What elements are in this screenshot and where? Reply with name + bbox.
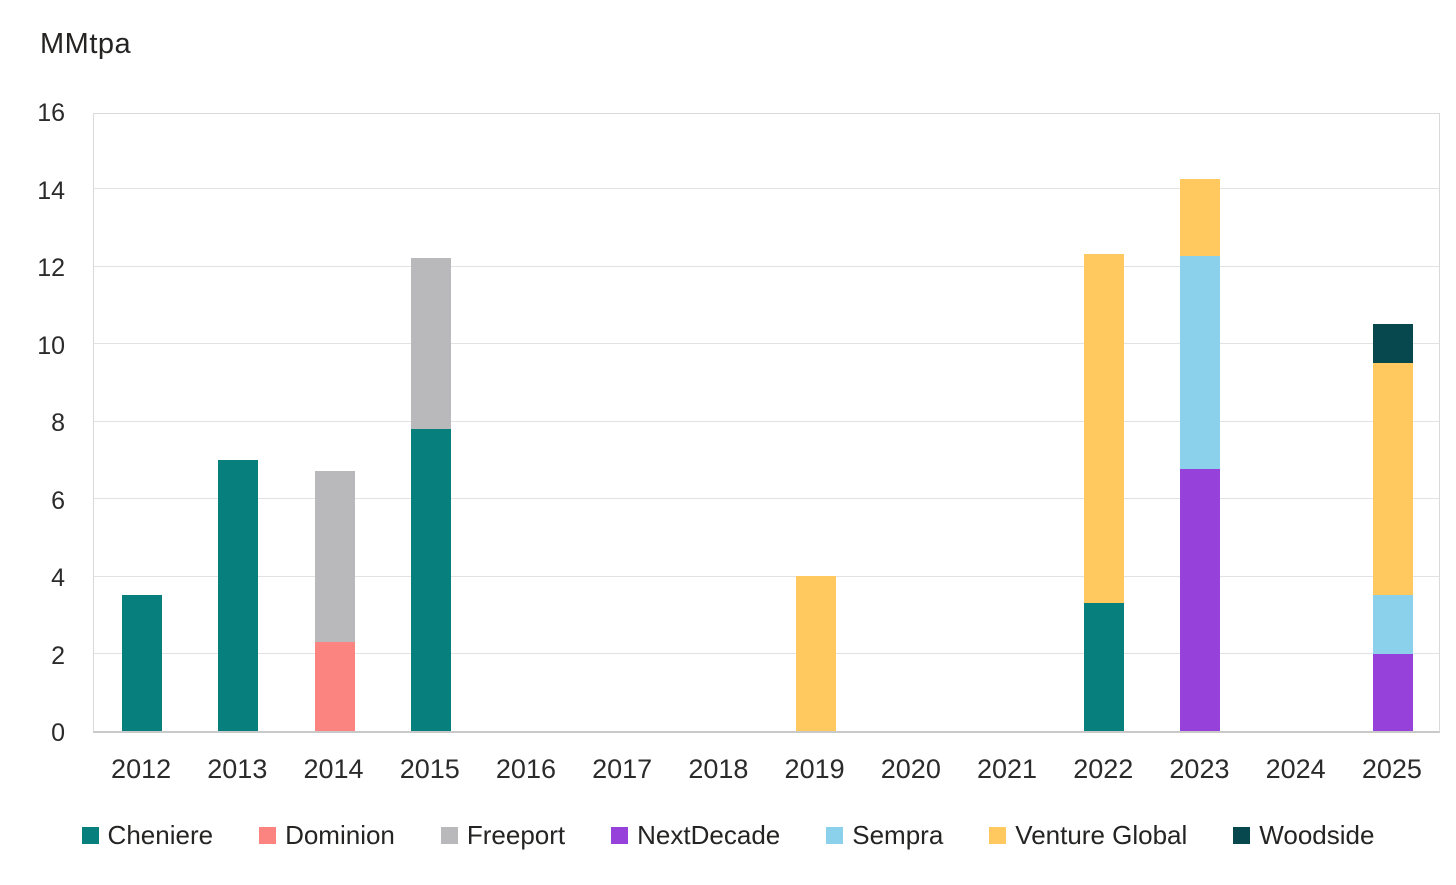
bar-segment-2022-venture-global (1084, 254, 1125, 604)
bar-2013 (218, 459, 259, 731)
x-axis-tick-label-2018: 2018 (688, 754, 749, 784)
legend-label: Woodside (1259, 820, 1375, 850)
bar-2015 (410, 258, 451, 731)
x-axis-tick-label-2017: 2017 (592, 754, 653, 784)
legend-label: Freeport (466, 820, 566, 850)
x-axis-tick-label-2013: 2013 (207, 754, 268, 784)
gridline (94, 265, 1439, 267)
plot-area (93, 113, 1440, 733)
y-axis-tick-label: 10 (37, 331, 65, 360)
legend-item-freeport: Freeport (440, 820, 566, 851)
x-axis-tick-label-2024: 2024 (1265, 754, 1326, 784)
bar-segment-2012-cheniere (122, 595, 163, 731)
x-axis-tick-label-2012: 2012 (111, 754, 172, 784)
y-axis-tick-label: 0 (51, 719, 65, 747)
legend-item-sempra: Sempra (826, 820, 943, 851)
y-axis-tick-label: 12 (37, 254, 65, 282)
legend-item-nextdecade: NextDecade (611, 820, 780, 851)
bar-segment-2025-sempra (1372, 595, 1413, 654)
gridline (94, 498, 1439, 499)
legend-swatch-icon (1233, 827, 1251, 844)
bar-2019 (795, 576, 836, 731)
bar-segment-2025-woodside (1372, 324, 1413, 363)
legend-item-dominion: Dominion (259, 820, 395, 851)
bar-segment-2025-venture-global (1372, 362, 1413, 596)
x-axis-tick-label-2025: 2025 (1361, 754, 1422, 784)
bar-segment-2025-nextdecade (1372, 653, 1413, 731)
y-axis-tick-label: 6 (51, 486, 65, 515)
x-axis-tick-label-2022: 2022 (1073, 754, 1134, 784)
x-axis-tick-label-2021: 2021 (976, 754, 1038, 784)
gridline (94, 420, 1439, 422)
legend-item-venture-global: Venture Global (989, 820, 1187, 851)
bar-segment-2023-venture-global (1180, 178, 1221, 257)
y-axis-tick-label: 16 (37, 99, 65, 127)
bar-2025 (1372, 324, 1413, 731)
legend-swatch-icon (81, 827, 99, 844)
legend-swatch-icon (826, 827, 844, 844)
bar-segment-2023-sempra (1180, 256, 1221, 470)
gridline (94, 343, 1439, 344)
y-axis-tick-label: 4 (51, 564, 65, 592)
bar-segment-2022-cheniere (1084, 603, 1125, 731)
legend-label: Cheniere (107, 820, 214, 850)
bar-2023 (1180, 178, 1221, 731)
bar-segment-2015-freeport (410, 258, 451, 429)
x-axis-tick-label-2016: 2016 (495, 754, 556, 784)
legend-label: Sempra (852, 820, 944, 850)
bar-segment-2013-cheniere (218, 459, 259, 731)
gridline (94, 653, 1439, 654)
x-axis-tick-label-2015: 2015 (399, 754, 460, 784)
x-axis-tick-label-2020: 2020 (880, 754, 941, 784)
bar-segment-2014-dominion (314, 641, 355, 731)
x-axis-tick-label-2023: 2023 (1169, 754, 1230, 784)
bar-segment-2014-freeport (314, 471, 355, 642)
legend-item-woodside: Woodside (1233, 820, 1374, 851)
legend-swatch-icon (259, 827, 277, 844)
legend-swatch-icon (989, 827, 1007, 844)
bar-2022 (1084, 254, 1125, 731)
gridline (94, 188, 1439, 189)
bar-segment-2023-nextdecade (1180, 469, 1221, 731)
y-axis-tick-label: 2 (51, 641, 65, 670)
bar-2014 (314, 471, 355, 731)
bar-segment-2015-cheniere (410, 428, 451, 731)
gridline (94, 575, 1439, 577)
legend-label: NextDecade (637, 820, 781, 850)
bar-segment-2019-venture-global (795, 576, 836, 731)
y-axis-tick-label: 8 (51, 409, 65, 437)
chart-title: MMtpa (40, 28, 132, 60)
x-axis-tick-label-2019: 2019 (784, 754, 845, 784)
legend-item-cheniere: Cheniere (81, 820, 214, 851)
x-axis-tick-label-2014: 2014 (303, 754, 364, 784)
legend-swatch-icon (440, 827, 458, 844)
y-axis-tick-label: 14 (37, 176, 65, 205)
legend-swatch-icon (611, 827, 629, 844)
legend: Cheniere Dominion Freeport NextDecade Sempra… (0, 820, 1456, 851)
legend-label: Venture Global (1015, 820, 1188, 850)
bar-2012 (122, 595, 163, 731)
legend-label: Dominion (285, 820, 395, 850)
